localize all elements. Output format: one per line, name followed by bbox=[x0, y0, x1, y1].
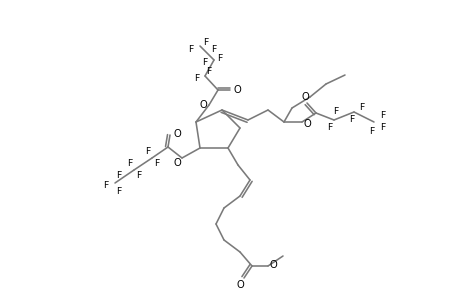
Text: O: O bbox=[269, 260, 276, 270]
Text: F: F bbox=[116, 187, 121, 196]
Text: F: F bbox=[211, 44, 216, 53]
Text: F: F bbox=[217, 53, 222, 62]
Text: O: O bbox=[173, 129, 180, 139]
Text: F: F bbox=[202, 58, 207, 67]
Text: F: F bbox=[145, 146, 150, 155]
Text: F: F bbox=[188, 44, 193, 53]
Text: F: F bbox=[203, 38, 208, 46]
Text: F: F bbox=[194, 74, 199, 82]
Text: F: F bbox=[369, 127, 374, 136]
Text: F: F bbox=[136, 172, 141, 181]
Text: O: O bbox=[235, 280, 243, 290]
Text: O: O bbox=[301, 92, 308, 102]
Text: F: F bbox=[333, 107, 338, 116]
Text: F: F bbox=[358, 103, 364, 112]
Text: F: F bbox=[116, 170, 121, 179]
Text: O: O bbox=[199, 100, 207, 110]
Text: O: O bbox=[233, 85, 241, 95]
Text: F: F bbox=[103, 181, 108, 190]
Text: F: F bbox=[206, 67, 211, 76]
Text: O: O bbox=[173, 158, 180, 168]
Text: F: F bbox=[327, 122, 332, 131]
Text: O: O bbox=[302, 119, 310, 129]
Text: F: F bbox=[380, 122, 385, 131]
Text: F: F bbox=[380, 110, 385, 119]
Text: F: F bbox=[154, 160, 159, 169]
Text: F: F bbox=[349, 116, 354, 124]
Text: F: F bbox=[127, 158, 132, 167]
